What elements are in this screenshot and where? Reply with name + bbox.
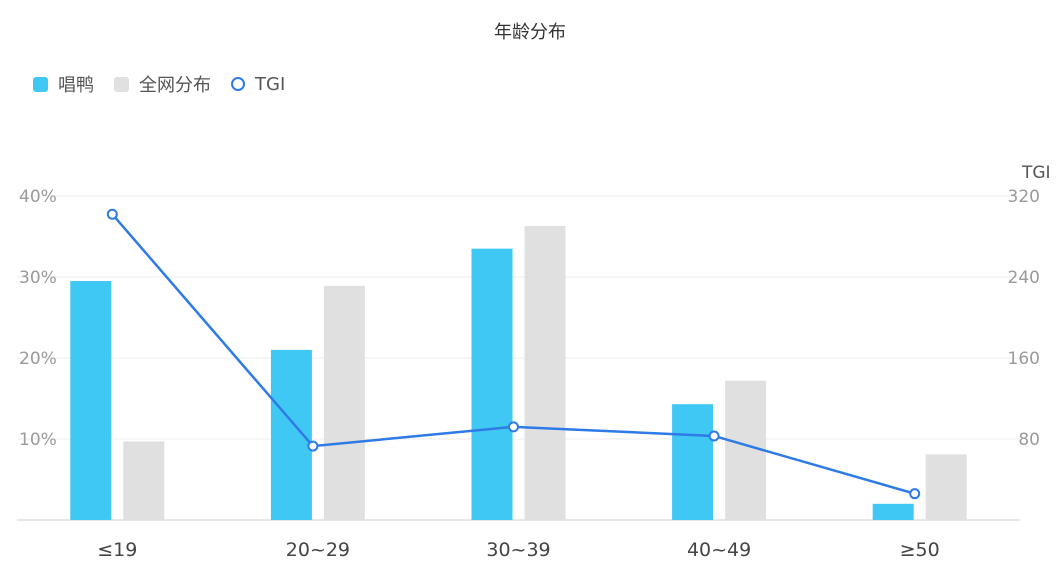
bar-changya — [672, 404, 714, 520]
legend-item-changya[interactable]: 唱鸭 — [33, 71, 94, 97]
bar-network — [524, 225, 566, 520]
bar-changya — [872, 503, 914, 520]
tgi-line — [111, 213, 916, 495]
legend-item-network[interactable]: 全网分布 — [114, 71, 211, 97]
y-right-tick-label: 320 — [1008, 187, 1040, 207]
legend-marker-tgi — [231, 77, 245, 91]
bar-network — [323, 285, 365, 520]
bar-changya — [471, 248, 513, 520]
bar-changya — [270, 349, 312, 520]
legend-label-changya: 唱鸭 — [58, 75, 94, 96]
bar-changya — [70, 281, 112, 520]
x-tick-label: 40~49 — [687, 539, 751, 561]
legend-swatch-changya — [33, 76, 48, 92]
bar-network — [725, 380, 767, 520]
y-left-tick-label: 20% — [19, 349, 57, 369]
y-right-tick-label: 80 — [1018, 430, 1040, 450]
bar-network — [123, 441, 165, 520]
legend-swatch-network — [114, 76, 129, 92]
y-right-axis-name: TGI — [1021, 163, 1051, 183]
tgi-point — [106, 208, 118, 220]
x-tick-label: ≤19 — [97, 539, 137, 561]
y-left-tick-label: 10% — [19, 430, 57, 450]
y-right-tick-label: 240 — [1008, 268, 1040, 288]
tgi-point — [307, 440, 319, 452]
tgi-point — [508, 421, 519, 433]
y-left-tick-label: 40% — [19, 187, 57, 207]
legend-item-tgi[interactable]: TGI — [231, 74, 285, 95]
y-left-tick-label: 30% — [19, 268, 57, 288]
legend: 唱鸭 全网分布 TGI — [33, 71, 305, 97]
legend-label-network: 全网分布 — [139, 75, 211, 96]
x-tick-label: 20~29 — [286, 539, 350, 561]
y-right-tick-label: 160 — [1008, 349, 1040, 369]
bar-network — [925, 454, 967, 520]
tgi-point — [708, 430, 720, 442]
legend-label-tgi: TGI — [255, 73, 286, 95]
chart-title: 年龄分布 — [494, 22, 566, 43]
tgi-point — [909, 488, 921, 500]
x-tick-label: 30~39 — [486, 539, 550, 561]
x-tick-label: ≥50 — [900, 539, 940, 561]
